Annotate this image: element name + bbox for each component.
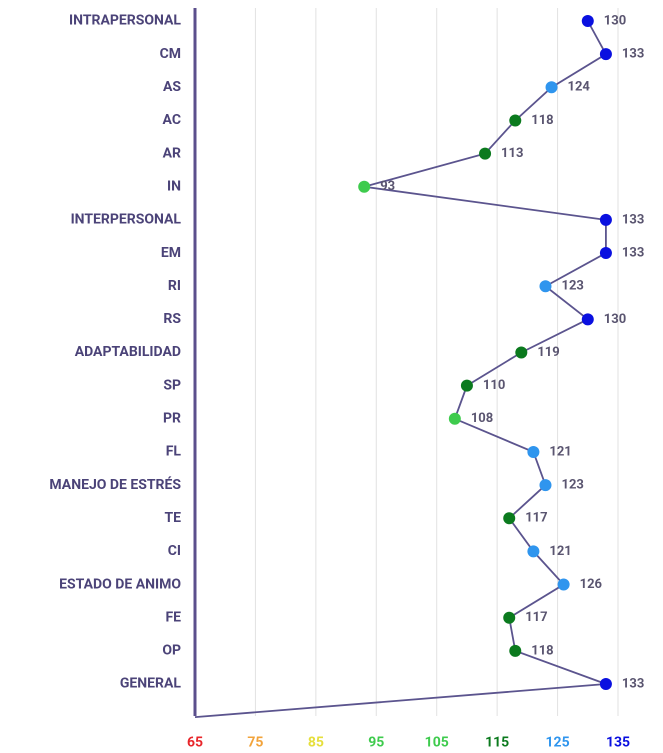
y-tick-label: MANEJO DE ESTRÉS [49, 475, 181, 493]
x-tick-label: 65 [187, 735, 203, 751]
data-label: 118 [531, 113, 553, 128]
point [539, 280, 552, 293]
point [509, 644, 522, 657]
data-label: 133 [622, 676, 644, 691]
y-tick-label: TE [164, 510, 181, 526]
data-label: 123 [561, 478, 583, 493]
x-tick-label: 75 [247, 735, 263, 751]
y-tick-label: RS [163, 311, 181, 327]
y-tick-label: PR [163, 411, 181, 427]
data-label: 121 [549, 444, 571, 459]
point [503, 611, 516, 624]
data-label: 108 [471, 411, 493, 426]
point [545, 81, 558, 94]
data-label: 113 [501, 146, 523, 161]
point [527, 445, 540, 458]
y-tick-label: ESTADO DE ANIMO [59, 576, 181, 592]
x-tick-label: 105 [425, 735, 449, 751]
data-label: 133 [622, 245, 644, 260]
data-label: 117 [525, 610, 547, 625]
y-tick-label: AS [163, 79, 181, 95]
point [358, 180, 371, 193]
point [581, 313, 594, 326]
data-label: 133 [622, 212, 644, 227]
y-tick-label: CI [168, 543, 181, 559]
data-label: 118 [531, 643, 553, 658]
point [599, 247, 612, 260]
y-tick-label: RI [168, 278, 181, 294]
y-tick-label: OP [162, 643, 181, 659]
x-tick-label: 115 [485, 735, 509, 751]
data-label: 117 [525, 511, 547, 526]
y-tick-label: CM [160, 46, 181, 62]
y-tick-label: ADAPTABILIDAD [75, 344, 181, 360]
y-tick-label: IN [167, 178, 181, 194]
y-tick-label: FE [165, 609, 181, 625]
point [448, 412, 461, 425]
data-label: 110 [483, 378, 505, 393]
data-label: 123 [561, 279, 583, 294]
data-label: 93 [380, 179, 395, 194]
series-line [194, 20, 608, 719]
point [557, 578, 570, 591]
y-tick-label: EM [161, 245, 181, 261]
y-tick-label: GENERAL [120, 676, 182, 692]
y-tick-label: AR [163, 145, 181, 161]
point [539, 479, 552, 492]
point [515, 346, 528, 359]
data-label: 133 [622, 47, 644, 62]
data-label: 121 [549, 544, 571, 559]
y-tick-label: FL [166, 444, 182, 460]
point [479, 147, 492, 160]
point [503, 512, 516, 525]
data-label: 126 [580, 577, 603, 592]
y-tick-label: INTERPERSONAL [71, 212, 182, 228]
data-label: 130 [604, 13, 626, 28]
y-tick-label: AC [163, 112, 181, 128]
point [599, 213, 612, 226]
point [460, 379, 473, 392]
data-label: 124 [568, 80, 591, 95]
x-tick-label: 95 [368, 735, 384, 751]
point [599, 48, 612, 61]
point [509, 114, 522, 127]
data-label: 130 [604, 312, 626, 327]
y-tick-label: SP [163, 377, 181, 393]
x-tick-label: 125 [546, 735, 570, 751]
data-label: 119 [537, 345, 559, 360]
x-tick-label: 135 [606, 735, 630, 751]
point [527, 545, 540, 558]
point [599, 678, 612, 690]
point [581, 15, 594, 27]
x-tick-label: 85 [308, 735, 324, 751]
y-tick-label: INTRAPERSONAL [69, 13, 181, 29]
